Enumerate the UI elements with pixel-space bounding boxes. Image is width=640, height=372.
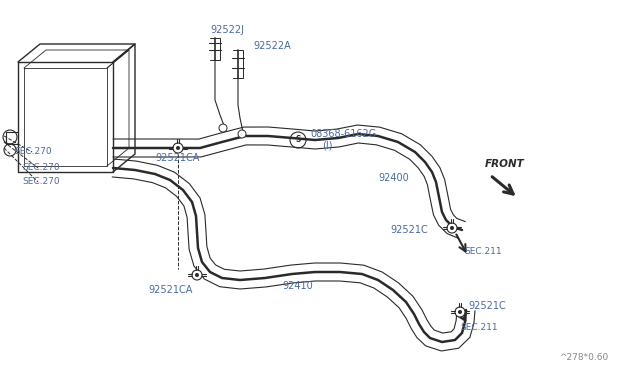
Circle shape bbox=[192, 270, 202, 280]
Circle shape bbox=[447, 223, 457, 233]
Text: SEC.270: SEC.270 bbox=[22, 177, 60, 186]
Text: (I): (I) bbox=[322, 140, 333, 150]
Circle shape bbox=[173, 143, 183, 153]
Text: ^278*0.60: ^278*0.60 bbox=[559, 353, 608, 362]
Circle shape bbox=[458, 310, 462, 314]
Text: 92521CA: 92521CA bbox=[155, 153, 200, 163]
Circle shape bbox=[195, 273, 199, 277]
Circle shape bbox=[219, 124, 227, 132]
Text: 92400: 92400 bbox=[378, 173, 409, 183]
Text: 92521CA: 92521CA bbox=[148, 285, 193, 295]
Text: SEC.270: SEC.270 bbox=[22, 164, 60, 173]
Text: SEC.270: SEC.270 bbox=[14, 148, 52, 157]
Text: 92522A: 92522A bbox=[253, 41, 291, 51]
Text: 92522J: 92522J bbox=[210, 25, 244, 35]
Text: 92410: 92410 bbox=[282, 281, 313, 291]
Text: FRONT: FRONT bbox=[485, 159, 525, 169]
Text: 08368-6162G: 08368-6162G bbox=[310, 129, 376, 139]
Text: SEC.211: SEC.211 bbox=[464, 247, 502, 257]
Circle shape bbox=[176, 146, 180, 150]
Circle shape bbox=[455, 307, 465, 317]
Text: SEC.211: SEC.211 bbox=[460, 324, 498, 333]
Text: 92521C: 92521C bbox=[468, 301, 506, 311]
Text: 92521C: 92521C bbox=[390, 225, 428, 235]
Circle shape bbox=[450, 226, 454, 230]
Circle shape bbox=[238, 130, 246, 138]
Text: S: S bbox=[295, 135, 301, 144]
